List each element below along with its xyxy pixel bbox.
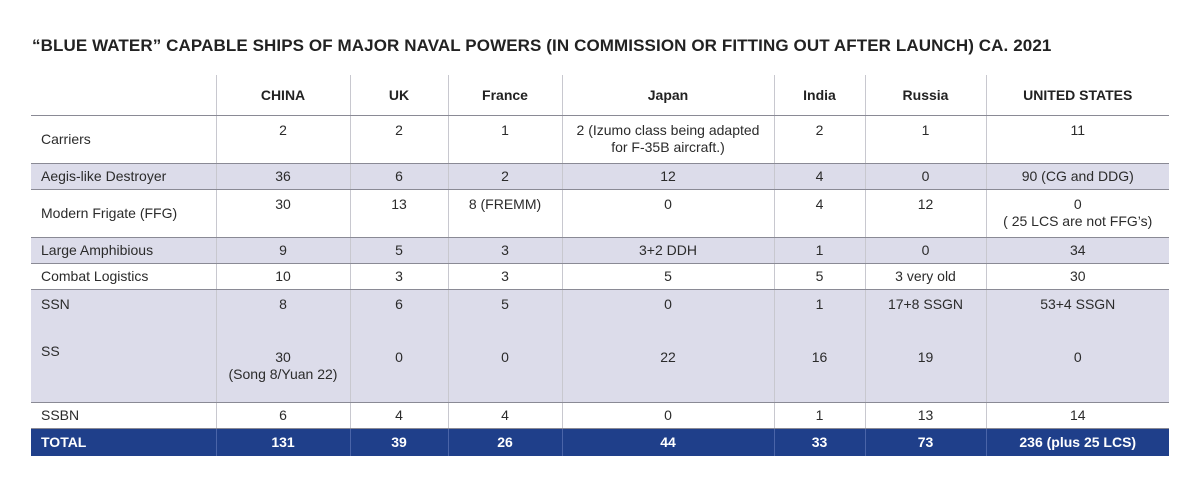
cell-value: 0 [1073,196,1082,212]
table-cell: 6 [349,289,448,329]
table-cell: 2 [349,115,448,164]
table-cell: 3 [447,263,562,290]
table-cell: 11 [985,115,1169,164]
table-title: “BLUE WATER” CAPABLE SHIPS OF MAJOR NAVA… [32,36,1052,55]
table-cell: 5 [773,263,865,290]
table-cell: 0 [985,329,1169,403]
total-cell: 236 (plus 25 LCS) [985,428,1169,456]
table-cell: 3 very old [864,263,986,290]
row-label: SS [31,329,216,403]
table-row: Large Amphibious 9 5 3 3+2 DDH 1 0 34 [31,237,1169,264]
table-cell: 0 [864,237,986,264]
table-cell: 0 [864,163,986,190]
table-cell: 36 [215,163,350,190]
table-row: SSN 8 6 5 0 1 17+8 SSGN 53+4 SSGN [31,289,1169,329]
table-cell: 4 [773,189,865,238]
header-japan: Japan [561,75,774,116]
naval-ships-table: CHINA UK France Japan India Russia UNITE… [31,75,1169,456]
header-united-states: UNITED STATES [985,75,1169,116]
table-cell: 0 [447,329,562,403]
table-cell: 8 (FREMM) [447,189,562,238]
row-label: Combat Logistics [31,263,216,290]
table-cell: 4 [349,402,448,429]
row-label: SSN [31,289,216,329]
table-cell: 34 [985,237,1169,264]
table-cell: 16 [773,329,865,403]
table-cell: 3 [349,263,448,290]
table-cell: 1 [773,237,865,264]
table-cell: 5 [349,237,448,264]
row-label: Aegis-like Destroyer [31,163,216,190]
header-row: CHINA UK France Japan India Russia UNITE… [31,75,1169,116]
table-cell: 5 [561,263,774,290]
table-cell: 8 [215,289,350,329]
total-cell: 73 [864,428,986,456]
table-cell: 22 [561,329,774,403]
table-cell: 12 [561,163,774,190]
cell-note: ( 25 LCS are not FFG’s) [1003,213,1153,229]
table-cell: 30 (Song 8/Yuan 22) [215,329,350,403]
cell-note: (Song 8/Yuan 22) [228,366,338,382]
table-cell: 30 [985,263,1169,290]
header-france: France [447,75,562,116]
table-cell: 2 [447,163,562,190]
total-cell: 26 [447,428,562,456]
table-row: Carriers 2 2 1 2 (Izumo class being adap… [31,115,1169,164]
table-cell: 1 [864,115,986,164]
table-cell: 1 [773,289,865,329]
table-cell: 0 [561,189,774,238]
table-cell: 6 [349,163,448,190]
header-corner [31,75,216,116]
row-label: Large Amphibious [31,237,216,264]
row-label: SSBN [31,402,216,429]
table-cell: 0 [561,289,774,329]
table-cell: 0 [561,402,774,429]
table-cell: 90 (CG and DDG) [985,163,1169,190]
total-cell: 33 [773,428,865,456]
table-cell: 13 [349,189,448,238]
row-label: Carriers [31,115,216,164]
table-cell: 0 [349,329,448,403]
table-cell: 2 (Izumo class being adapted for F-35B a… [561,115,774,164]
table-cell: 0 ( 25 LCS are not FFG’s) [985,189,1169,238]
header-china: CHINA [215,75,350,116]
table-cell: 9 [215,237,350,264]
table-cell: 14 [985,402,1169,429]
table-cell: 17+8 SSGN [864,289,986,329]
table-cell: 4 [773,163,865,190]
total-row: TOTAL 131 39 26 44 33 73 236 (plus 25 LC… [31,428,1169,456]
table-cell: 1 [773,402,865,429]
total-cell: 131 [215,428,350,456]
table-cell: 30 [215,189,350,238]
table-cell: 53+4 SSGN [985,289,1169,329]
table-row: Aegis-like Destroyer 36 6 2 12 4 0 90 (C… [31,163,1169,190]
total-cell: 44 [561,428,774,456]
table-cell: 2 [215,115,350,164]
header-uk: UK [349,75,448,116]
header-india: India [773,75,865,116]
row-label: Modern Frigate (FFG) [31,189,216,238]
table-cell: 10 [215,263,350,290]
header-russia: Russia [864,75,986,116]
table-cell: 1 [447,115,562,164]
total-label: TOTAL [31,428,216,456]
table-row: Combat Logistics 10 3 3 5 5 3 very old 3… [31,263,1169,290]
table-cell: 3+2 DDH [561,237,774,264]
total-cell: 39 [349,428,448,456]
table-cell: 19 [864,329,986,403]
table-row: Modern Frigate (FFG) 30 13 8 (FREMM) 0 4… [31,189,1169,238]
table-cell: 6 [215,402,350,429]
table-cell: 2 [773,115,865,164]
table-row: SS 30 (Song 8/Yuan 22) 0 0 22 16 19 0 [31,329,1169,403]
table-cell: 4 [447,402,562,429]
table-cell: 13 [864,402,986,429]
cell-value: 30 [275,349,291,365]
table-cell: 3 [447,237,562,264]
table-cell: 5 [447,289,562,329]
table-cell: 12 [864,189,986,238]
table-row: SSBN 6 4 4 0 1 13 14 [31,402,1169,429]
